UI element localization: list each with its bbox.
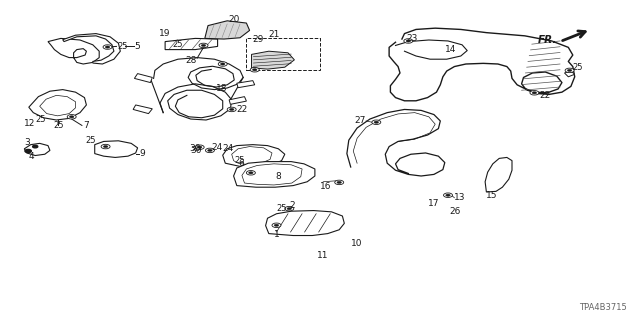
Circle shape	[197, 146, 202, 148]
Polygon shape	[165, 38, 218, 50]
Circle shape	[372, 120, 381, 124]
Text: 14: 14	[445, 45, 456, 54]
Circle shape	[275, 224, 279, 227]
Circle shape	[285, 206, 294, 211]
Polygon shape	[63, 34, 120, 64]
Text: 12: 12	[24, 119, 36, 128]
Circle shape	[230, 108, 234, 111]
Polygon shape	[223, 145, 285, 167]
Text: 25: 25	[234, 156, 244, 164]
Text: 24: 24	[223, 144, 234, 153]
Circle shape	[374, 121, 379, 124]
Circle shape	[445, 194, 451, 196]
Polygon shape	[134, 74, 152, 83]
Circle shape	[335, 180, 344, 185]
Circle shape	[104, 145, 108, 148]
Polygon shape	[229, 97, 246, 104]
Circle shape	[337, 181, 342, 184]
Text: 5: 5	[134, 42, 140, 51]
Polygon shape	[485, 157, 512, 192]
Text: 8: 8	[275, 172, 281, 181]
Circle shape	[25, 149, 31, 153]
Circle shape	[568, 69, 572, 72]
Circle shape	[406, 40, 411, 42]
Polygon shape	[237, 81, 255, 88]
Text: 25: 25	[54, 121, 64, 130]
Text: 30: 30	[189, 144, 200, 153]
Text: 22: 22	[539, 91, 550, 100]
Circle shape	[207, 149, 212, 152]
Circle shape	[404, 39, 413, 43]
Text: 6: 6	[238, 159, 244, 168]
Circle shape	[287, 208, 292, 210]
Bar	[246, 38, 320, 70]
Text: 25: 25	[35, 115, 45, 124]
Polygon shape	[205, 21, 250, 39]
Text: 11: 11	[317, 252, 328, 260]
Circle shape	[218, 62, 227, 66]
Polygon shape	[95, 141, 138, 157]
Text: 13: 13	[454, 193, 466, 202]
Text: 18: 18	[216, 84, 228, 92]
Polygon shape	[48, 38, 99, 64]
Circle shape	[530, 91, 539, 95]
Circle shape	[199, 43, 208, 48]
Polygon shape	[564, 71, 575, 77]
Circle shape	[272, 223, 281, 228]
Circle shape	[248, 172, 253, 174]
Text: 30: 30	[190, 146, 202, 155]
Circle shape	[205, 148, 214, 153]
Polygon shape	[133, 105, 152, 114]
Text: 7: 7	[83, 121, 89, 130]
Text: 25: 25	[172, 40, 182, 49]
Text: 21: 21	[269, 30, 280, 39]
Text: 4: 4	[29, 152, 35, 161]
Text: 17: 17	[428, 199, 439, 208]
Text: 28: 28	[186, 56, 197, 65]
Circle shape	[532, 92, 536, 94]
Text: 19: 19	[159, 29, 170, 38]
Circle shape	[101, 144, 110, 149]
Circle shape	[220, 63, 225, 65]
Circle shape	[67, 115, 76, 119]
Circle shape	[227, 107, 236, 112]
Text: 20: 20	[228, 15, 240, 24]
Text: 1: 1	[274, 230, 279, 239]
Text: FR.: FR.	[538, 35, 557, 45]
Polygon shape	[252, 51, 294, 69]
Polygon shape	[24, 143, 50, 156]
Text: 25: 25	[117, 42, 127, 51]
Circle shape	[33, 145, 38, 148]
Circle shape	[246, 171, 255, 175]
Circle shape	[201, 44, 206, 47]
Circle shape	[565, 68, 574, 73]
Circle shape	[103, 45, 112, 49]
Text: 24: 24	[211, 143, 223, 152]
Text: 9: 9	[140, 149, 145, 158]
Text: 3: 3	[24, 138, 30, 147]
Polygon shape	[266, 211, 344, 236]
Text: 29: 29	[252, 35, 264, 44]
Circle shape	[106, 46, 110, 48]
Circle shape	[195, 145, 204, 149]
Text: 25: 25	[573, 63, 583, 72]
Circle shape	[70, 116, 74, 118]
Circle shape	[444, 193, 452, 197]
Text: 27: 27	[355, 116, 366, 125]
Text: 22: 22	[237, 105, 248, 114]
Text: 15: 15	[486, 191, 498, 200]
Text: 26: 26	[449, 207, 461, 216]
Circle shape	[250, 68, 259, 72]
Polygon shape	[29, 90, 86, 120]
Polygon shape	[234, 162, 315, 187]
Text: 16: 16	[320, 182, 332, 191]
Text: 25: 25	[276, 204, 287, 212]
Text: 23: 23	[406, 34, 418, 43]
Text: 25: 25	[86, 136, 96, 145]
Text: 10: 10	[351, 239, 362, 248]
Text: 2: 2	[289, 201, 295, 210]
Circle shape	[253, 69, 257, 71]
Text: TPA4B3715: TPA4B3715	[579, 303, 627, 312]
